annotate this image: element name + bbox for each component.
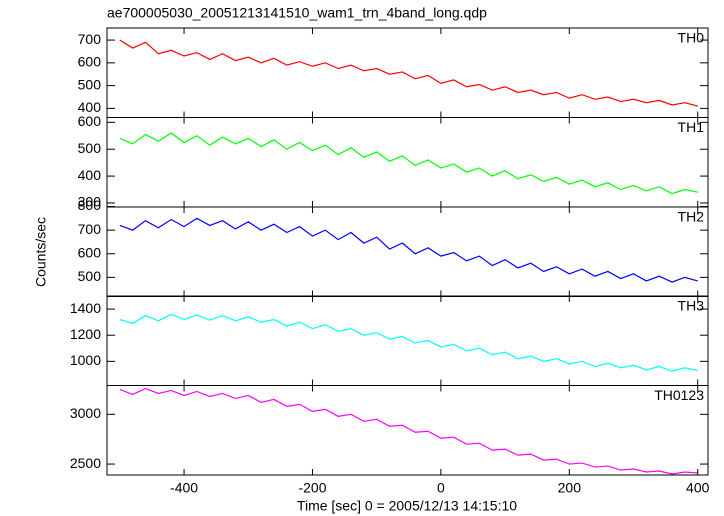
y-tick-label: 500 — [78, 76, 102, 92]
panel-frame — [106, 206, 709, 297]
panel-frame — [106, 27, 709, 118]
y-tick-label: 700 — [78, 221, 102, 237]
series-label: TH1 — [678, 119, 705, 135]
series-label: TH2 — [678, 209, 705, 225]
data-line — [119, 217, 698, 283]
y-tick-label: 300 — [78, 194, 102, 210]
y-tick-label: 600 — [78, 113, 102, 129]
panel-frame — [106, 385, 709, 476]
y-tick-label: 600 — [78, 54, 102, 70]
y-axis-label: Counts/sec — [33, 217, 49, 287]
chart-title: ae700005030_20051213141510_wam1_trn_4ban… — [107, 5, 487, 21]
panel-frame — [106, 117, 709, 208]
series-label: TH0123 — [654, 387, 704, 403]
y-tick-label: 400 — [78, 167, 102, 183]
x-tick-label: 200 — [558, 480, 582, 496]
data-line — [119, 132, 698, 195]
data-line — [119, 387, 698, 475]
x-tick-label: -200 — [298, 480, 326, 496]
y-tick-label: 500 — [78, 268, 102, 284]
y-tick-label: 1200 — [70, 326, 101, 342]
y-tick-label: 3000 — [70, 405, 101, 421]
x-tick-label: -400 — [170, 480, 198, 496]
y-tick-label: 500 — [78, 140, 102, 156]
data-line — [119, 39, 698, 107]
y-tick-label: 600 — [78, 244, 102, 260]
series-label: TH3 — [678, 298, 705, 314]
y-tick-label: 400 — [78, 99, 102, 115]
x-tick-label: 0 — [437, 480, 445, 496]
x-axis-label: Time [sec] 0 = 2005/12/13 14:15:10 — [297, 498, 517, 514]
y-tick-label: 1000 — [70, 352, 101, 368]
data-line — [119, 313, 698, 372]
series-label: TH0 — [678, 30, 705, 46]
x-tick-label: 400 — [686, 480, 710, 496]
y-tick-label: 800 — [78, 197, 102, 213]
y-tick-label: 2500 — [70, 455, 101, 471]
y-tick-label: 1400 — [70, 300, 101, 316]
y-tick-label: 700 — [78, 31, 102, 47]
panel-frame — [106, 295, 709, 386]
